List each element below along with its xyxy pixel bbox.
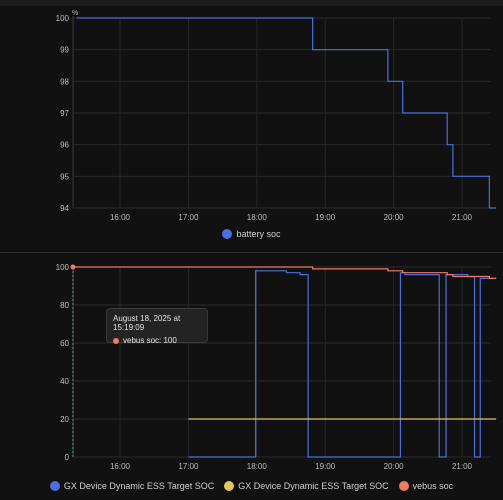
series-line-2[interactable] <box>73 266 497 279</box>
y-tick-label: 100 <box>56 263 70 272</box>
y-tick-label: 98 <box>60 77 69 86</box>
x-tick-label: 21:00 <box>452 213 473 222</box>
x-tick-label: 19:00 <box>315 462 336 471</box>
legend-item[interactable]: GX Device Dynamic ESS Target SOC <box>224 481 389 491</box>
ess-soc-chart[interactable]: 100 80 60 40 20 0 16:00 17:00 18:00 19:00 20:00 21:… <box>0 253 503 500</box>
y-axis-unit: % <box>72 10 78 17</box>
y-tick-label: 99 <box>60 46 69 55</box>
y-tick-label: 80 <box>60 301 69 310</box>
battery-soc-chart[interactable]: 100 99 98 97 96 95 94 16:00 17:00 18:00 19:00 20:00… <box>0 6 503 246</box>
tooltip-value: vebus soc: 100 <box>123 336 177 345</box>
legend-color-dot <box>398 481 409 491</box>
y-tick-label: 95 <box>60 172 69 181</box>
x-tick-label: 19:00 <box>315 213 336 222</box>
chart-tooltip: August 18, 2025 at 15:19:09 vebus soc: 1… <box>106 308 208 345</box>
legend-item[interactable]: GX Device Dynamic ESS Target SOC <box>49 481 215 491</box>
y-tick-label: 94 <box>60 204 69 213</box>
y-tick-label: 96 <box>60 141 69 150</box>
x-tick-label: 20:00 <box>384 213 405 222</box>
hover-point[interactable] <box>70 264 76 270</box>
series-line-0[interactable] <box>76 17 497 209</box>
ess-soc-chart-card: 100 80 60 40 20 0 16:00 17:00 18:00 19:00 20:00 21:… <box>0 252 503 500</box>
x-tick-label: 21:00 <box>452 462 473 471</box>
battery-soc-chart-card: 100 99 98 97 96 95 94 16:00 17:00 18:00 19:00 20:00… <box>0 6 503 246</box>
x-tick-label: 18:00 <box>247 462 268 471</box>
ess-soc-legend: GX Device Dynamic ESS Target SOC GX Devic… <box>0 481 503 491</box>
legend-label: vebus soc <box>412 481 454 491</box>
x-tick-label: 17:00 <box>178 462 199 471</box>
x-tick-label: 17:00 <box>178 213 199 222</box>
y-tick-label: 100 <box>56 14 70 23</box>
legend-label: GX Device Dynamic ESS Target SOC <box>63 481 215 491</box>
x-tick-label: 16:00 <box>110 213 131 222</box>
x-tick-label: 16:00 <box>110 462 131 471</box>
y-tick-label: 97 <box>60 109 69 118</box>
y-tick-label: 60 <box>60 339 69 348</box>
legend-color-dot <box>49 481 60 491</box>
battery-soc-legend: battery soc <box>0 229 503 239</box>
legend-label: GX Device Dynamic ESS Target SOC <box>238 481 389 491</box>
y-tick-label: 20 <box>60 415 69 424</box>
series-line-0[interactable] <box>188 270 497 458</box>
legend-color-dot <box>224 481 235 491</box>
y-tick-label: 0 <box>65 453 70 462</box>
x-tick-label: 20:00 <box>384 462 405 471</box>
tooltip-series-dot <box>113 337 119 344</box>
tooltip-title: August 18, 2025 at 15:19:09 <box>113 314 181 332</box>
legend-item[interactable]: vebus soc <box>398 481 454 491</box>
x-tick-label: 18:00 <box>247 213 268 222</box>
legend-label: battery soc <box>236 229 281 239</box>
y-tick-label: 40 <box>60 377 69 386</box>
legend-item[interactable]: battery soc <box>222 229 281 239</box>
legend-color-dot <box>222 229 233 239</box>
